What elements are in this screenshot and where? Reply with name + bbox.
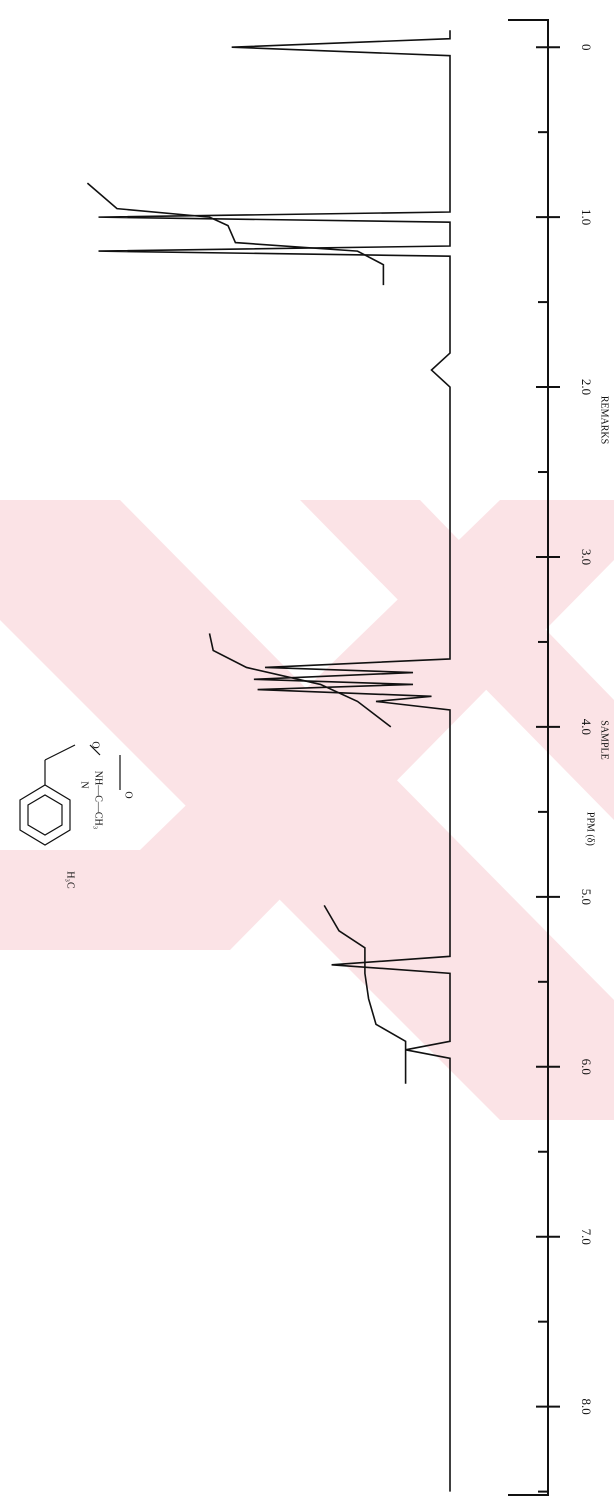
annotation: H₃C xyxy=(65,871,76,889)
annotation: REMARKS xyxy=(599,396,610,444)
tick-label: 0 xyxy=(579,44,594,51)
integral-line xyxy=(86,182,385,286)
annotation: N xyxy=(79,781,90,788)
annotation: O xyxy=(90,741,101,748)
annotation: NH—C—CH₃ xyxy=(93,771,104,830)
tick-label: 8.0 xyxy=(579,1399,594,1415)
molecule xyxy=(19,744,121,846)
spectrum-line xyxy=(98,30,451,1492)
tick-label: 2.0 xyxy=(579,379,594,395)
annotation: O xyxy=(123,791,134,798)
tick-label: 7.0 xyxy=(579,1229,594,1245)
annotation: SAMPLE xyxy=(599,720,610,759)
tick-label: 3.0 xyxy=(579,549,594,565)
integral-line xyxy=(323,904,407,1084)
watermark xyxy=(0,500,614,1120)
tick-label: 5.0 xyxy=(579,889,594,905)
tick-label: 1.0 xyxy=(579,209,594,225)
axis-line xyxy=(508,19,549,1496)
axis-label: PPM (δ) xyxy=(585,812,596,846)
integral-line xyxy=(208,633,392,728)
tick-label: 6.0 xyxy=(579,1059,594,1075)
tick-label: 4.0 xyxy=(579,719,594,735)
